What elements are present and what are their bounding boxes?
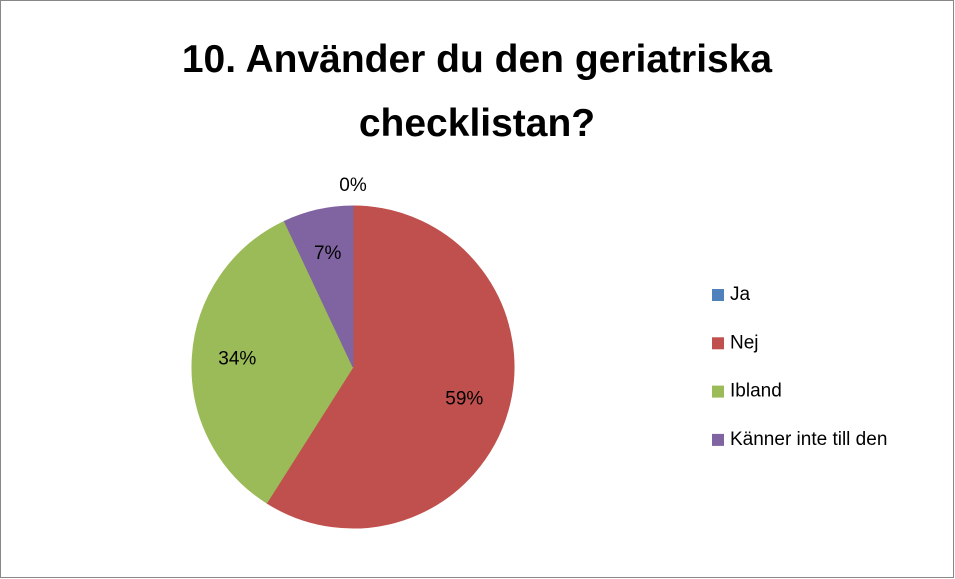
legend-swatch (712, 337, 724, 350)
legend-swatch (712, 385, 724, 398)
legend-label: Ja (730, 284, 751, 305)
data-label: 0% (339, 175, 367, 196)
pie-slice (191, 220, 354, 504)
chart-title: 10. Använder du den geriatriska checklis… (181, 38, 773, 145)
data-label: 34% (218, 349, 256, 370)
legend-swatch (712, 433, 724, 446)
legend-swatch (712, 289, 724, 301)
data-label: 7% (314, 243, 342, 264)
data-label: 59% (445, 388, 483, 409)
legend-label: Känner inte till den (730, 429, 887, 450)
pie-slice (283, 205, 354, 368)
legend-label: Ibland (730, 381, 782, 402)
pie-slice (266, 205, 515, 529)
legend-label: Nej (730, 332, 759, 353)
